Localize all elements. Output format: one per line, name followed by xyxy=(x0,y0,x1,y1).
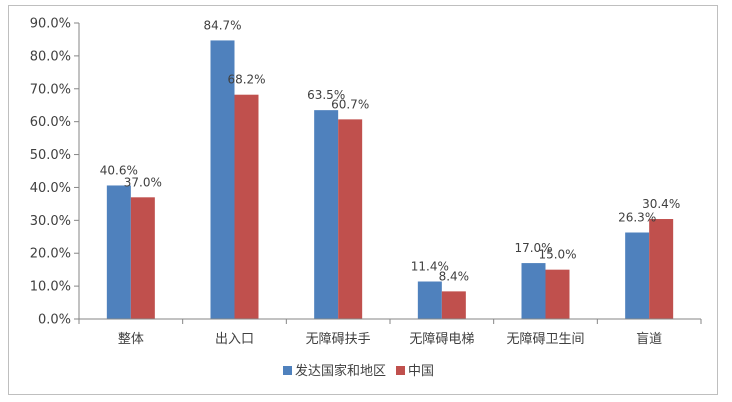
bar-developed xyxy=(106,185,131,319)
bar-developed xyxy=(521,263,546,319)
bar-developed xyxy=(314,110,339,320)
data-label: 60.7% xyxy=(331,97,369,111)
bar-china xyxy=(545,269,570,319)
y-tick-label: 10.0% xyxy=(30,280,71,295)
y-tick-label: 70.0% xyxy=(30,82,71,97)
bars xyxy=(106,40,674,320)
data-label: 63.5% xyxy=(307,88,345,102)
bar-china xyxy=(649,219,674,319)
data-label: 68.2% xyxy=(227,73,265,87)
data-label: 37.0% xyxy=(124,175,162,189)
y-tick-label: 80.0% xyxy=(30,49,71,64)
bar-china xyxy=(234,94,259,319)
x-axis: 整体 出入口 无障碍扶手 无障碍电梯 无障碍卫生间 盲道 xyxy=(78,318,702,347)
y-tick-label: 90.0% xyxy=(30,17,71,32)
data-label: 30.4% xyxy=(642,197,680,211)
x-category-label: 无障碍扶手 xyxy=(306,332,371,347)
bar-china xyxy=(441,291,466,319)
y-tick-label: 60.0% xyxy=(30,115,71,130)
legend-swatch xyxy=(396,366,405,375)
data-label: 8.4% xyxy=(439,269,470,283)
legend-swatch xyxy=(283,366,292,375)
bar-chart: 0.0% 10.0% 20.0% 30.0% 40.0% 50.0% 60.0% 70.0% 8… xyxy=(30,17,702,379)
bar-china xyxy=(130,197,155,319)
data-label: 15.0% xyxy=(538,248,576,262)
x-category-label: 出入口 xyxy=(215,332,254,347)
x-category-label: 无障碍电梯 xyxy=(409,332,474,347)
bar-developed xyxy=(210,40,235,319)
x-category-label: 整体 xyxy=(118,332,144,347)
data-label: 11.4% xyxy=(411,260,449,274)
y-tick-label: 40.0% xyxy=(30,181,71,196)
bar-developed xyxy=(417,281,442,319)
data-label: 17.0% xyxy=(514,241,552,255)
legend: 发达国家和地区 中国 xyxy=(283,363,434,379)
bar-developed xyxy=(625,232,650,319)
x-category-label: 盲道 xyxy=(636,331,662,347)
y-tick-label: 20.0% xyxy=(30,247,71,262)
y-axis: 0.0% 10.0% 20.0% 30.0% 40.0% 50.0% 60.0% 70.0% 8… xyxy=(30,17,80,328)
legend-label: 发达国家和地区 xyxy=(295,363,386,379)
x-category-label: 无障碍卫生间 xyxy=(506,332,584,347)
y-tick-label: 50.0% xyxy=(30,148,71,163)
chart-frame: 0.0% 10.0% 20.0% 30.0% 40.0% 50.0% 60.0% 70.0% 8… xyxy=(8,5,718,395)
data-label: 84.7% xyxy=(203,18,241,32)
data-label: 26.3% xyxy=(618,211,656,225)
data-label: 40.6% xyxy=(100,163,138,177)
legend-label: 中国 xyxy=(408,364,434,379)
y-tick-label: 0.0% xyxy=(38,313,71,328)
y-tick-label: 30.0% xyxy=(30,214,71,229)
bar-china xyxy=(338,119,363,319)
data-labels: 40.6%37.0% 84.7% 68.2% 63.5%60.7% 11.4%8.4% 1… xyxy=(100,18,680,283)
